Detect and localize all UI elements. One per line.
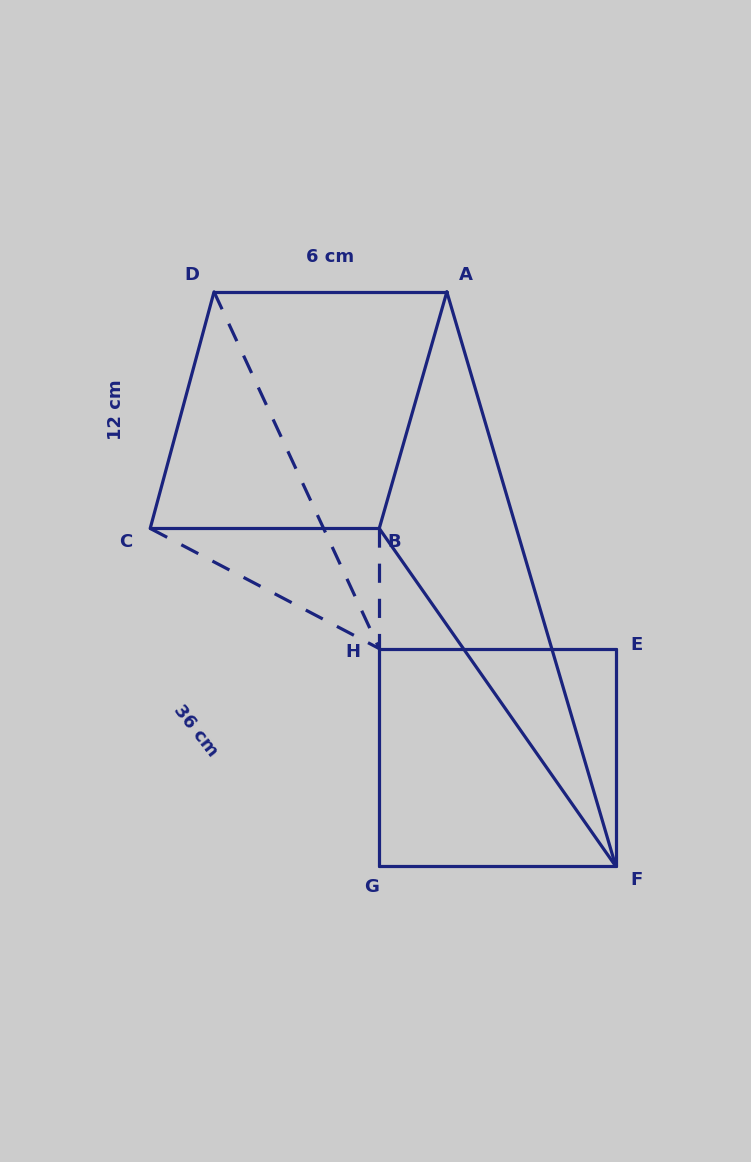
Text: 36 cm: 36 cm [170, 702, 221, 761]
Text: C: C [119, 533, 133, 551]
Text: E: E [631, 636, 643, 654]
Text: 6 cm: 6 cm [306, 248, 354, 266]
Text: G: G [364, 878, 379, 896]
Text: D: D [184, 266, 199, 285]
Text: A: A [459, 266, 472, 285]
Text: H: H [345, 644, 360, 661]
Text: 12 cm: 12 cm [107, 380, 125, 440]
Text: F: F [631, 870, 643, 889]
Text: B: B [388, 533, 401, 551]
